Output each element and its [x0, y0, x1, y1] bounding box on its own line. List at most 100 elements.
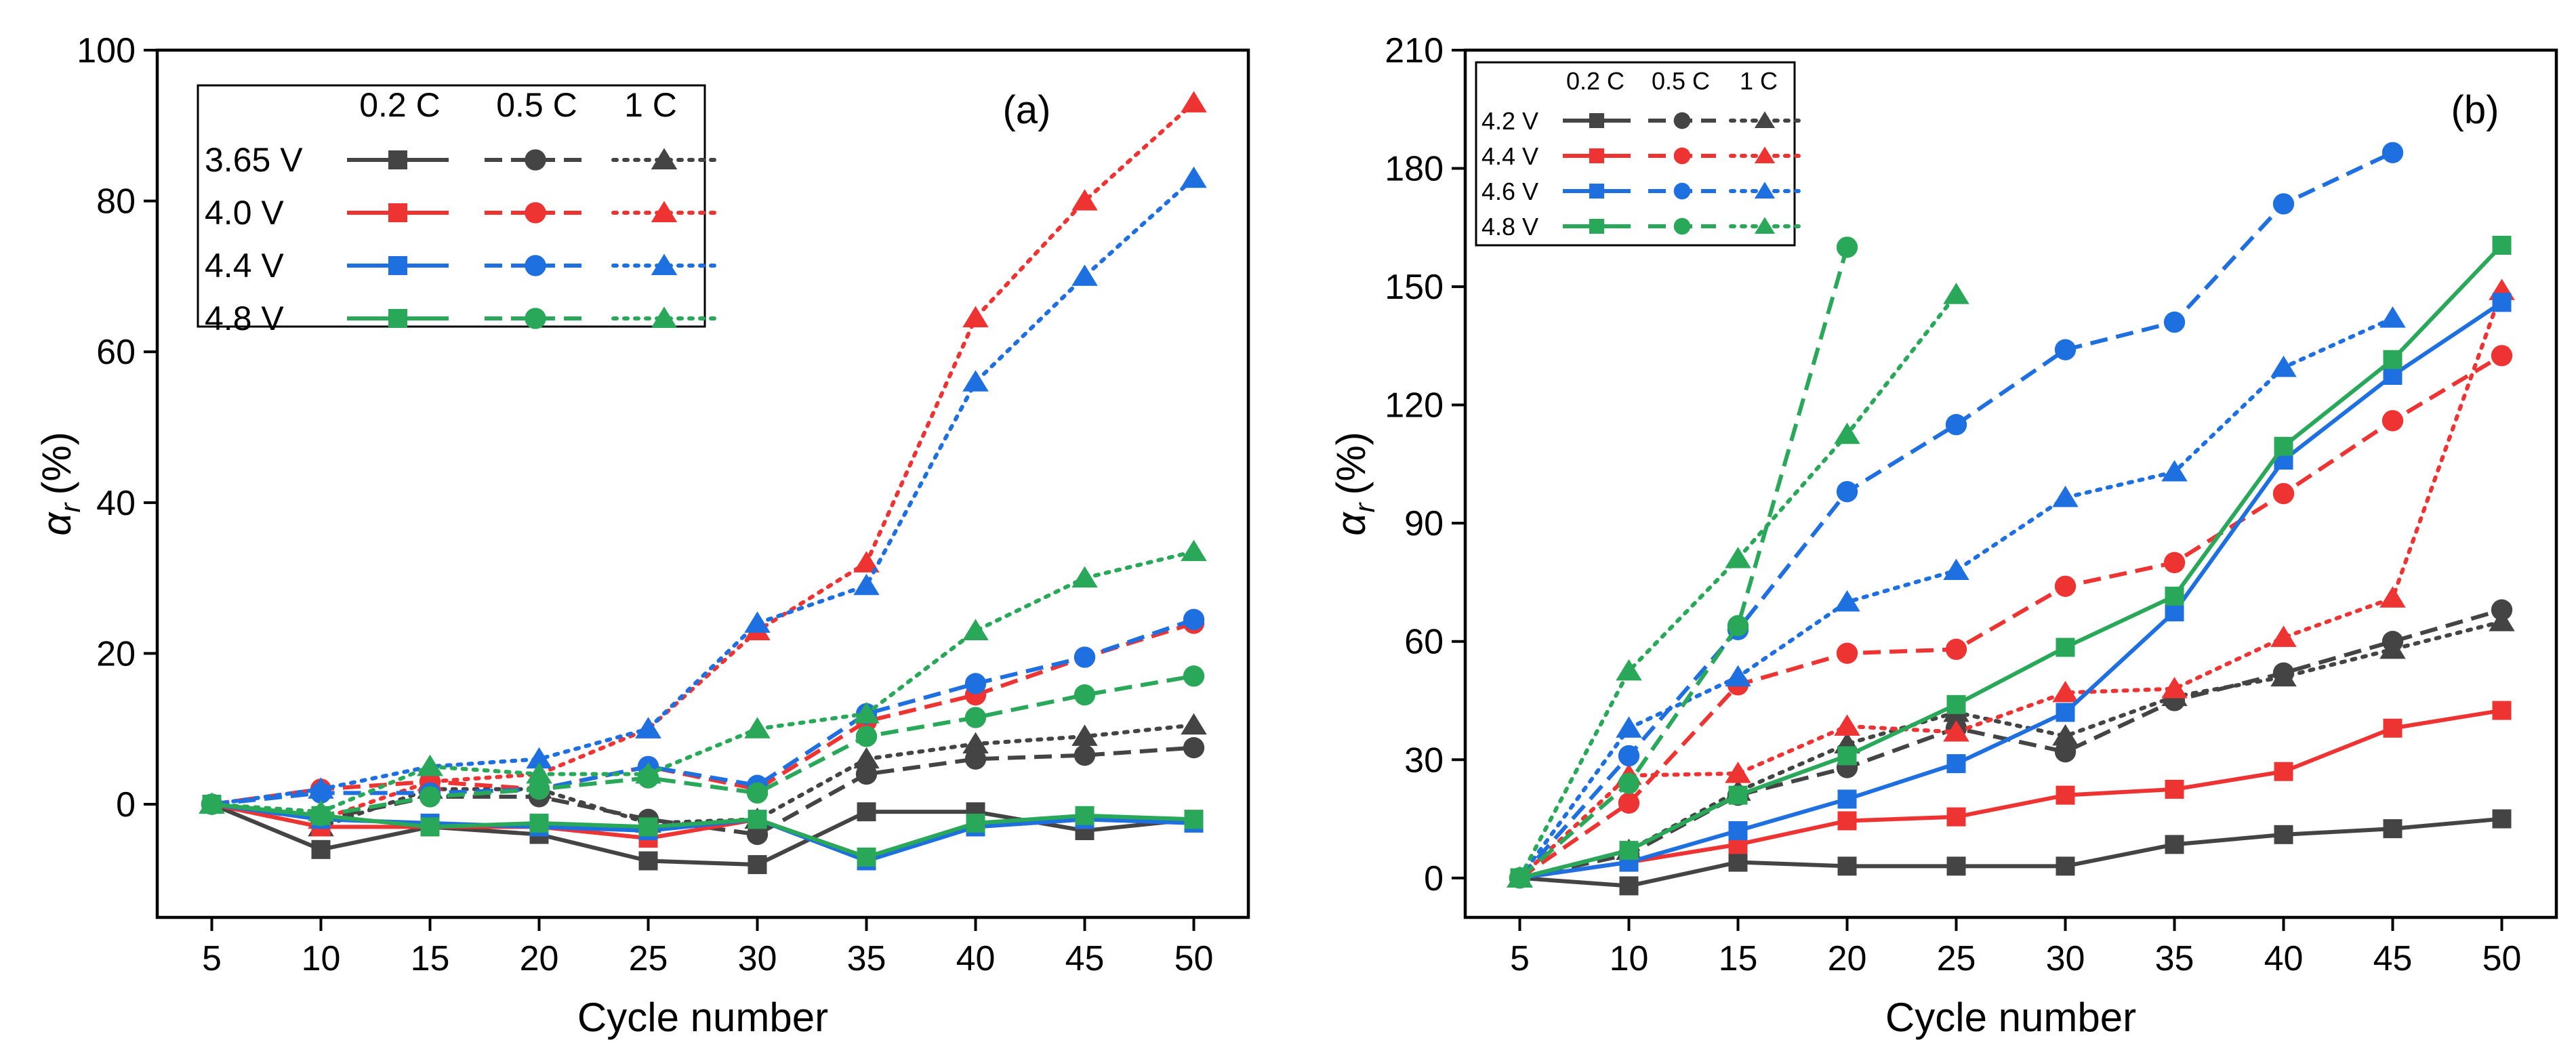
panel-b-series-4-8-v-0-2-c-point — [1838, 746, 1857, 765]
panel-a-x-tick-label: 45 — [1065, 939, 1105, 978]
panel-b-y-tick-label: 120 — [1385, 386, 1444, 425]
panel-b-label: (b) — [2451, 88, 2499, 132]
panel-a-y-axis-title-symbol: α — [34, 512, 79, 536]
panel-a-series-4-8-v-0-5-c-point — [965, 707, 986, 728]
panel-b-series-4-8-v-1-c-point — [1943, 283, 1969, 304]
panel-a-series-4-4-v-0-5-c-point — [1074, 646, 1095, 667]
panel-b-y-axis-title: αr (%) — [1328, 432, 1381, 536]
panel-a-legend-sample-marker — [525, 255, 546, 276]
panel-b-legend-row-label: 4.8 V — [1481, 213, 1538, 241]
panel-a-y-axis-title-subscript: r — [54, 502, 86, 513]
panel-b-series-4-6-v-1-c-point — [1943, 559, 1969, 581]
panel-b-series-4-2-v-0-2-c-point — [2384, 819, 2403, 838]
panel-b-series-4-6-v-1-c-point — [2379, 306, 2406, 328]
panel-b-series-4-4-v-0-2-c-point — [1947, 808, 1966, 827]
panel-b-series-4-6-v-0-2-c-point — [2493, 293, 2512, 312]
panel-b-series-4-6-v-0-2-c-point — [1729, 821, 1748, 840]
panel-a-y-tick-label: 100 — [77, 31, 136, 70]
panel-a-series-4-0-v-0-2-c — [203, 795, 1204, 867]
panel-a-y-tick-label: 40 — [96, 484, 136, 523]
panel-b-legend-sample-marker — [1589, 148, 1604, 163]
panel-b-x-tick-label: 35 — [2155, 939, 2194, 978]
panel-a-x-tick-label: 5 — [202, 939, 222, 978]
panel-b-series-4-2-v-1-c — [1507, 610, 2515, 888]
panel-a-legend-column-header: 0.5 C — [496, 86, 577, 124]
panel-b-legend-sample-marker — [1674, 148, 1691, 165]
panel-b-series-4-6-v-0-2-c-point — [1838, 789, 1857, 808]
panel-b-y-axis-title-subscript: r — [1349, 502, 1381, 513]
panel-a-legend-sample-marker — [388, 203, 407, 222]
panel-b-series-4-2-v-0-2-c-point — [2056, 856, 2075, 875]
panel-a-series-3-65-v-0-5-c-point — [1183, 737, 1204, 758]
panel-a-series-4-8-v-0-2-c-point — [1076, 806, 1095, 825]
panel-b-y-tick-label: 60 — [1404, 623, 1444, 662]
panel-a-x-tick-label: 10 — [302, 939, 341, 978]
panel-b-series-4-4-v-1-c-point — [1834, 714, 1860, 736]
panel-b-legend-column-header: 1 C — [1740, 67, 1778, 95]
panel-a-series-4-8-v-0-5-c-point — [747, 783, 768, 804]
panel-b-legend-sample-marker — [1589, 219, 1604, 234]
panel-a-legend-row-label: 4.8 V — [205, 299, 284, 337]
panel-a-y-tick-label: 80 — [96, 182, 136, 222]
panel-b-y-tick-label: 90 — [1404, 504, 1444, 543]
panel-a-series-4-8-v-0-5-c-point — [1183, 665, 1204, 686]
panel-b-series-4-4-v-1-c-point — [2270, 625, 2297, 647]
panel-b-series-4-6-v-0-2-c-point — [1947, 754, 1966, 773]
panel-b-series-4-2-v-1-c-line — [1520, 622, 2502, 878]
panel-a-series-3-65-v-0-2-c-point — [639, 852, 658, 871]
panel-b-series-4-2-v-0-2-c-point — [1620, 876, 1639, 895]
panel-a-series-4-0-v-0-5-c-line — [212, 623, 1194, 804]
panel-b-legend-row-label: 4.2 V — [1481, 107, 1538, 135]
panel-b-series-4-8-v-0-2-c-point — [1947, 695, 1966, 714]
panel-b-series-4-4-v-1-c-line — [1520, 291, 2502, 878]
panel-b-series-4-4-v-0-2-c-point — [1838, 811, 1857, 830]
panel-a-label: (a) — [1003, 88, 1051, 132]
panel-b-x-tick-label: 40 — [2264, 939, 2304, 978]
panel-b-series-4-2-v-0-2-c-point — [1947, 856, 1966, 875]
panel-b-series-4-8-v-0-5-c-point — [1837, 236, 1858, 257]
panel-b-x-tick-label: 30 — [2046, 939, 2085, 978]
panel-b-series-4-8-v-0-2-c-point — [1620, 841, 1639, 860]
panel-a-series-4-4-v-1-c-point — [744, 611, 771, 633]
panel-b-series-4-4-v-0-2-c-point — [2056, 786, 2075, 805]
panel-b-series-4-8-v-1-c-point — [1616, 659, 1642, 681]
panel-a-series-4-4-v-0-2-c — [203, 795, 1204, 870]
panel-a-series-3-65-v-1-c-line — [212, 725, 1194, 827]
panel-a-series-3-65-v-1-c-point — [1181, 713, 1207, 735]
panel-b-x-tick-label: 25 — [1937, 939, 1976, 978]
panel-a-legend-sample-marker — [388, 309, 407, 328]
panel-a-series-4-8-v-0-2-c-point — [857, 848, 876, 867]
panel-a-y-axis-title-unit: (%) — [34, 432, 79, 495]
panel-a-y-axis-title: αr (%) — [34, 432, 86, 536]
panel-a-legend-sample-marker — [525, 202, 546, 223]
panel-b-x-tick-label: 15 — [1719, 939, 1758, 978]
panel-a-x-tick-label: 40 — [956, 939, 996, 978]
panel-a-series-4-8-v-1-c-point — [962, 619, 989, 641]
panel-b-y-tick-label: 210 — [1385, 31, 1444, 70]
panel-b-series-4-6-v-0-5-c-point — [2382, 142, 2403, 163]
panel-b-series-4-8-v-0-2-c-point — [2493, 236, 2512, 255]
panel-a-series-4-8-v-1-c — [199, 540, 1207, 822]
panel-a-series-4-8-v-0-2-c-point — [1185, 810, 1204, 829]
panel-b-legend-sample-marker — [1674, 183, 1691, 200]
panel-b-x-tick-label: 20 — [1828, 939, 1867, 978]
panel-b-series-4-4-v-0-2-c-point — [2384, 719, 2403, 738]
panel-b-x-axis-title: Cycle number — [1885, 995, 2136, 1040]
panel-b-series-4-8-v-1-c-point — [1834, 423, 1860, 444]
panel-b-series-4-4-v-1-c — [1507, 278, 2515, 887]
panel-a-series-4-8-v-0-2-c-point — [421, 817, 440, 836]
panel-a-series-3-65-v-0-2-c-point — [312, 840, 331, 859]
panel-b-series-4-2-v-0-2-c-point — [2274, 825, 2293, 844]
panel-b-series-4-4-v-1-c-point — [2379, 586, 2406, 608]
panel-a-series-4-8-v-0-2-c-point — [748, 810, 767, 829]
panel-b-series-4-2-v-0-2-c-point — [1838, 856, 1857, 875]
panel-a-legend-sample-marker — [388, 256, 407, 275]
panel-a-series-4-8-v-0-2-c-point — [966, 814, 985, 833]
panel-a-series-4-8-v-0-5-c-point — [856, 726, 877, 747]
panel-b-legend-sample-marker — [1589, 113, 1604, 128]
panel-b-legend-row-label: 4.4 V — [1481, 142, 1538, 170]
panel-a-series-4-4-v-1-c-point — [853, 574, 880, 596]
panel-b-y-tick-label: 30 — [1404, 741, 1444, 780]
panel-b-series-4-6-v-1-c-line — [1520, 318, 2393, 878]
panel-b-series-4-8-v-0-5-c — [1509, 236, 1858, 888]
